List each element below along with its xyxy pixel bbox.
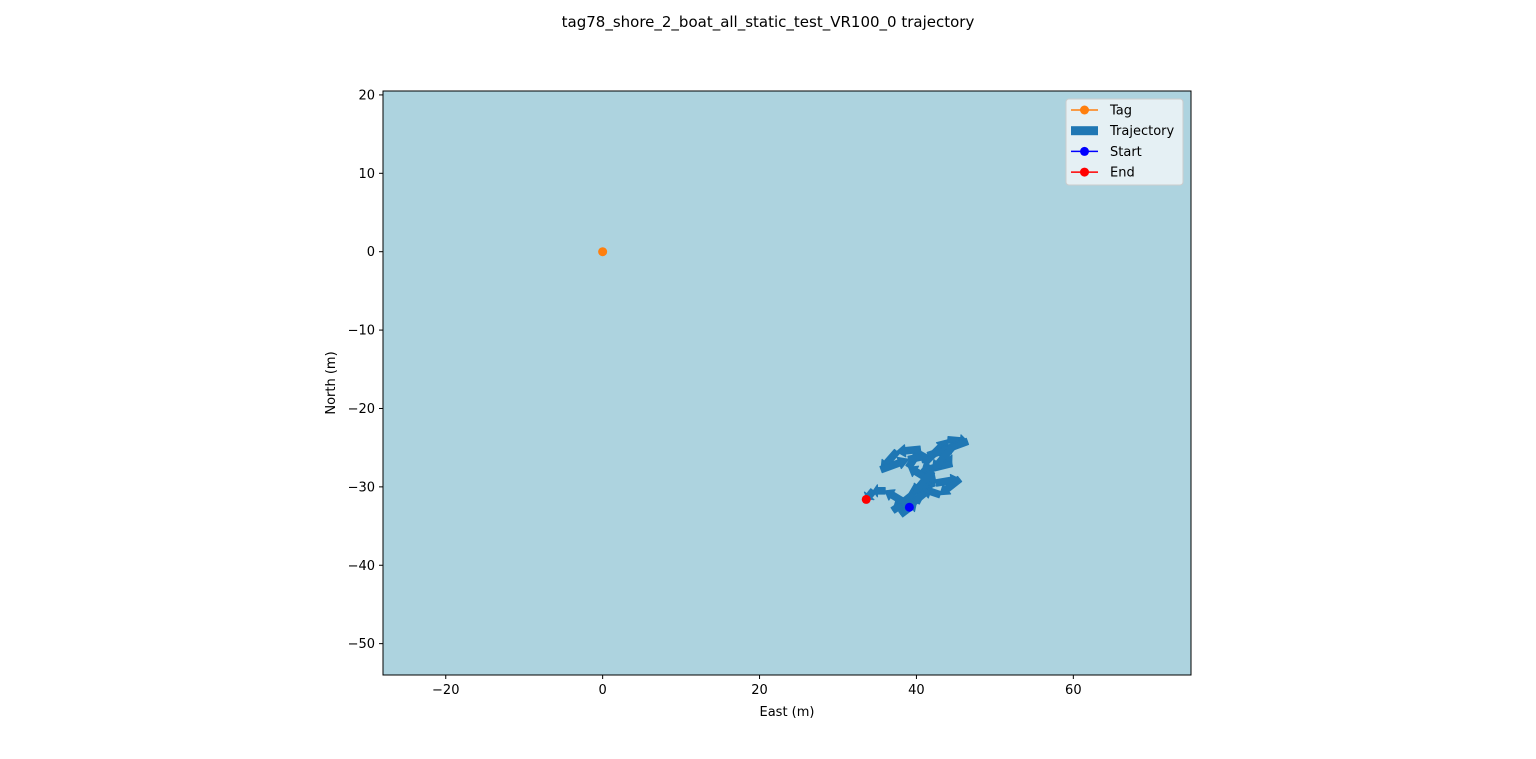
legend-label: Tag [1109, 104, 1132, 119]
x-tick-label: 40 [908, 683, 925, 698]
trajectory-arrow [939, 475, 963, 496]
legend: Tag Trajectory Start End [1065, 98, 1184, 186]
trajectory-arrow [896, 444, 922, 458]
x-axis-ticks: −20 0 20 40 60 [432, 675, 1082, 698]
y-axis-label: North (m) [324, 351, 339, 414]
legend-marker [1080, 167, 1089, 177]
y-axis-ticks: 20 10 0 −10 −20 −30 −40 −50 [348, 88, 383, 652]
legend-swatch [1071, 126, 1098, 136]
legend-label: End [1110, 166, 1135, 181]
y-tick-label: −50 [348, 637, 375, 652]
y-tick-label: −30 [348, 480, 375, 495]
trajectory-arrow [931, 445, 955, 472]
y-tick-label: −40 [348, 559, 375, 574]
y-tick-label: 0 [367, 245, 375, 260]
y-tick-label: −10 [348, 324, 375, 339]
x-axis-label: East (m) [760, 705, 815, 720]
trajectory-arrow [907, 450, 929, 464]
legend-marker [1080, 146, 1089, 156]
chart-title: tag78_shore_2_boat_all_static_test_VR100… [562, 13, 975, 32]
plot-area [382, 90, 1192, 676]
start-marker [904, 502, 914, 512]
legend-label: Trajectory [1109, 124, 1174, 139]
y-tick-label: 10 [358, 167, 375, 182]
legend-marker [1080, 105, 1089, 115]
x-tick-label: 20 [751, 683, 768, 698]
trajectory-layer [863, 434, 970, 518]
y-tick-label: −20 [348, 402, 375, 417]
y-tick-label: 20 [358, 88, 375, 103]
trajectory-arrow [884, 489, 907, 506]
legend-label: Start [1110, 145, 1142, 160]
legend-frame [1065, 98, 1184, 186]
trajectory-arrow [879, 456, 910, 474]
tag-marker [598, 247, 608, 257]
x-tick-label: 0 [599, 683, 607, 698]
x-tick-label: −20 [432, 683, 459, 698]
x-tick-label: 60 [1065, 683, 1082, 698]
trajectory-arrow [911, 468, 936, 496]
end-marker [861, 494, 871, 504]
markers-layer [598, 247, 914, 512]
